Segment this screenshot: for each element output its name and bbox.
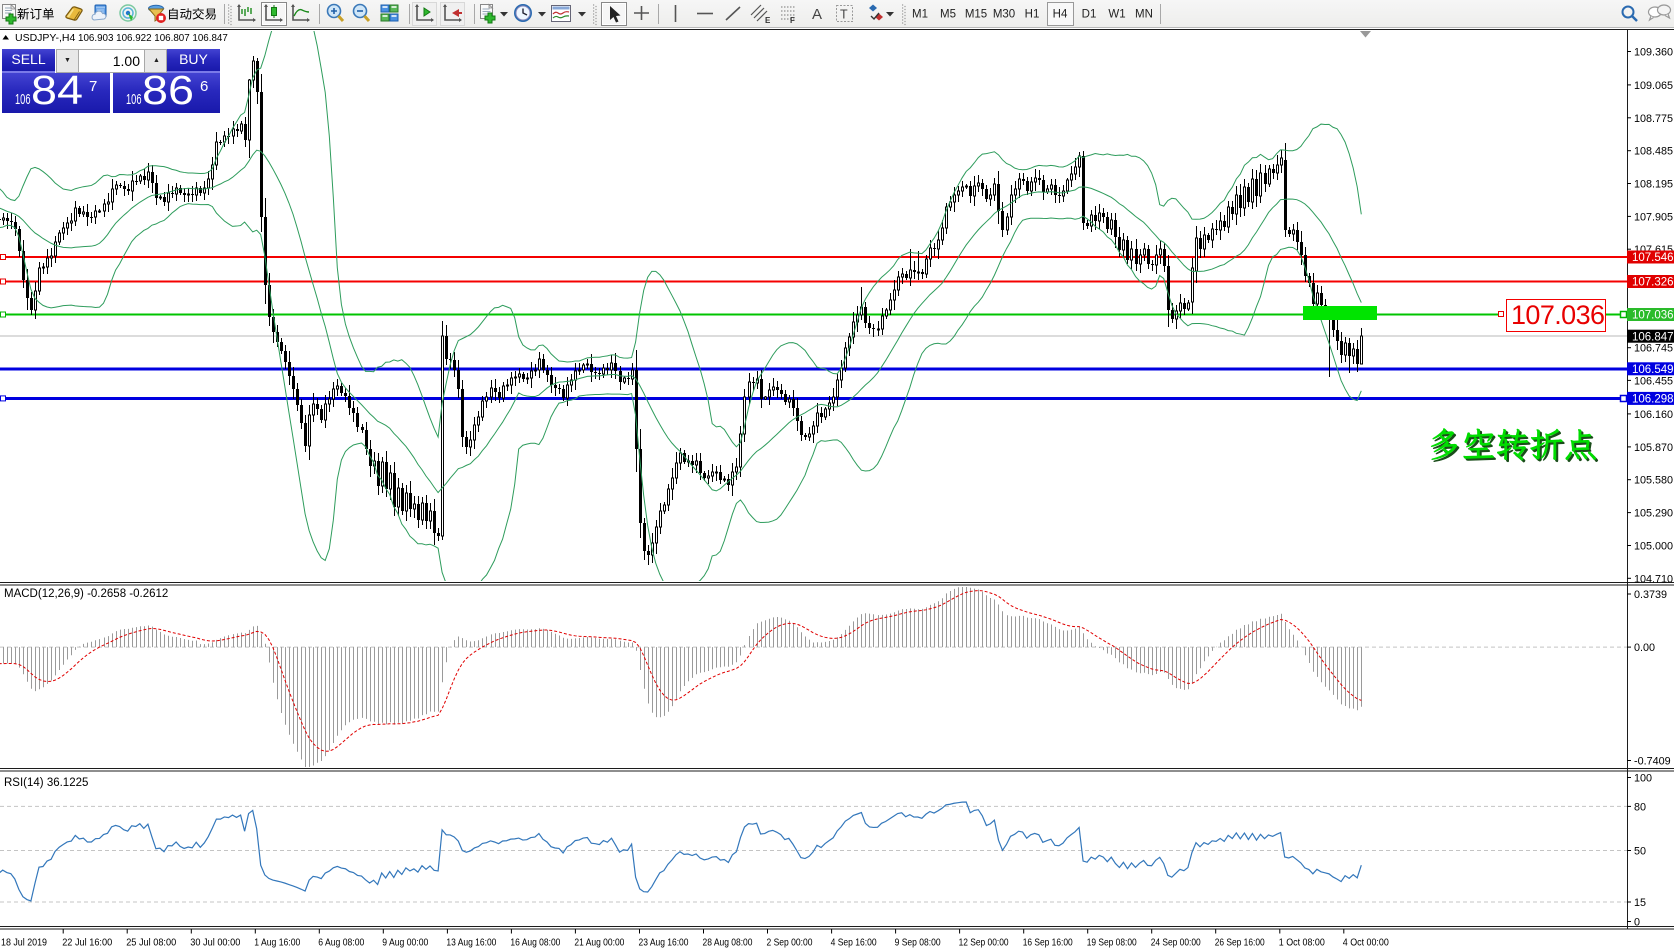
svg-text:109.360: 109.360 bbox=[1634, 47, 1673, 59]
svg-text:107.905: 107.905 bbox=[1634, 211, 1673, 223]
svg-text:108.775: 108.775 bbox=[1634, 113, 1673, 125]
svg-text:12 Sep 00:00: 12 Sep 00:00 bbox=[959, 938, 1009, 949]
svg-text:107.326: 107.326 bbox=[1632, 277, 1674, 289]
svg-text:M1: M1 bbox=[912, 9, 928, 21]
svg-text:105.580: 105.580 bbox=[1634, 475, 1673, 487]
svg-text:D1: D1 bbox=[1082, 9, 1097, 21]
svg-text:106.847: 106.847 bbox=[1632, 331, 1674, 343]
svg-text:106.298: 106.298 bbox=[1632, 394, 1674, 406]
svg-text:16 Aug 08:00: 16 Aug 08:00 bbox=[510, 938, 560, 949]
svg-text:4 Oct 00:00: 4 Oct 00:00 bbox=[1343, 938, 1389, 949]
svg-text:H1: H1 bbox=[1025, 9, 1040, 21]
svg-text:9 Aug 00:00: 9 Aug 00:00 bbox=[382, 938, 428, 949]
svg-text:108.195: 108.195 bbox=[1634, 179, 1673, 191]
svg-text:107.546: 107.546 bbox=[1632, 252, 1674, 264]
svg-text:MACD(12,26,9) -0.2658 -0.2612: MACD(12,26,9) -0.2658 -0.2612 bbox=[4, 588, 168, 600]
svg-text:4 Sep 16:00: 4 Sep 16:00 bbox=[831, 938, 877, 949]
svg-text:107.036: 107.036 bbox=[1511, 300, 1604, 330]
svg-text:50: 50 bbox=[1634, 846, 1646, 858]
svg-text:9 Sep 08:00: 9 Sep 08:00 bbox=[895, 938, 941, 949]
svg-text:0.00: 0.00 bbox=[1634, 642, 1655, 654]
svg-text:6 Aug 08:00: 6 Aug 08:00 bbox=[318, 938, 364, 949]
svg-text:108.485: 108.485 bbox=[1634, 146, 1673, 158]
svg-text:H4: H4 bbox=[1053, 9, 1068, 21]
svg-text:USDJPY-,H4: USDJPY-,H4 bbox=[15, 32, 75, 44]
svg-text:M30: M30 bbox=[993, 9, 1015, 21]
svg-text:1 Oct 08:00: 1 Oct 08:00 bbox=[1279, 938, 1325, 949]
svg-text:106.455: 106.455 bbox=[1634, 375, 1673, 387]
svg-text:16 Sep 16:00: 16 Sep 16:00 bbox=[1023, 938, 1073, 949]
svg-text:106.903 106.922 106.807 106.84: 106.903 106.922 106.807 106.847 bbox=[78, 33, 228, 44]
svg-text:W1: W1 bbox=[1108, 9, 1125, 21]
svg-text:M5: M5 bbox=[940, 9, 956, 21]
svg-text:2 Sep 00:00: 2 Sep 00:00 bbox=[767, 938, 813, 949]
svg-text:106.160: 106.160 bbox=[1634, 409, 1673, 421]
svg-text:-0.7409: -0.7409 bbox=[1634, 756, 1671, 768]
svg-text:30 Jul 00:00: 30 Jul 00:00 bbox=[190, 938, 240, 949]
svg-text:100: 100 bbox=[1634, 773, 1652, 785]
svg-text:25 Jul 08:00: 25 Jul 08:00 bbox=[126, 938, 176, 949]
svg-text:15: 15 bbox=[1634, 897, 1646, 909]
svg-text:13 Aug 16:00: 13 Aug 16:00 bbox=[446, 938, 496, 949]
svg-text:RSI(14) 36.1225: RSI(14) 36.1225 bbox=[4, 777, 88, 789]
svg-text:106.745: 106.745 bbox=[1634, 343, 1673, 355]
svg-text:22 Jul 16:00: 22 Jul 16:00 bbox=[62, 938, 112, 949]
svg-text:105.000: 105.000 bbox=[1634, 541, 1673, 553]
svg-text:E: E bbox=[765, 16, 771, 25]
svg-text:80: 80 bbox=[1634, 801, 1646, 813]
svg-text:19 Sep 08:00: 19 Sep 08:00 bbox=[1087, 938, 1137, 949]
svg-text:0: 0 bbox=[1634, 917, 1640, 929]
svg-text:T: T bbox=[840, 8, 848, 22]
svg-text:21 Aug 00:00: 21 Aug 00:00 bbox=[574, 938, 624, 949]
svg-text:0.3739: 0.3739 bbox=[1634, 589, 1667, 601]
svg-text:23 Aug 16:00: 23 Aug 16:00 bbox=[639, 938, 689, 949]
svg-text:28 Aug 08:00: 28 Aug 08:00 bbox=[703, 938, 753, 949]
svg-text:106.549: 106.549 bbox=[1632, 364, 1674, 376]
svg-text:26 Sep 16:00: 26 Sep 16:00 bbox=[1215, 938, 1265, 949]
svg-text:MN: MN bbox=[1135, 9, 1153, 21]
svg-text:104.710: 104.710 bbox=[1634, 573, 1673, 585]
svg-text:105.870: 105.870 bbox=[1634, 442, 1673, 454]
svg-text:105.290: 105.290 bbox=[1634, 508, 1673, 520]
svg-text:A: A bbox=[812, 6, 822, 23]
svg-text:M15: M15 bbox=[965, 9, 987, 21]
svg-text:107.036: 107.036 bbox=[1632, 310, 1674, 322]
svg-text:18 Jul 2019: 18 Jul 2019 bbox=[1, 938, 47, 949]
svg-text:24 Sep 00:00: 24 Sep 00:00 bbox=[1151, 938, 1201, 949]
svg-text:F: F bbox=[790, 16, 795, 25]
svg-text:1 Aug 16:00: 1 Aug 16:00 bbox=[254, 938, 300, 949]
svg-text:109.065: 109.065 bbox=[1634, 80, 1673, 92]
